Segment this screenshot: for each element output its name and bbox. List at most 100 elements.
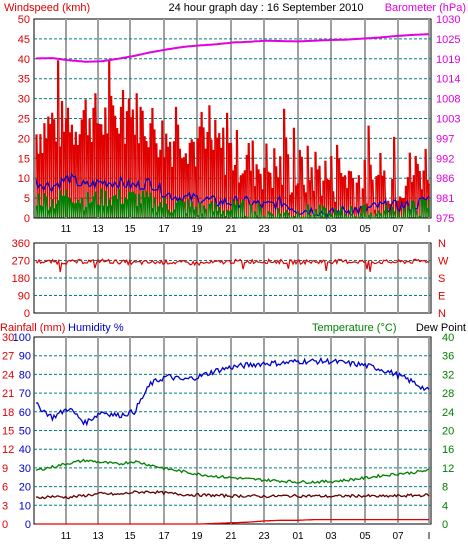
panel1-x-tick-21: 21 [225,224,237,235]
rainfall-tick-15: 15 [2,426,14,438]
temperature-tick-4: 4 [442,500,448,512]
series-direction [35,257,430,273]
rainfall-tick-9: 9 [2,463,8,475]
humidity-tick-60: 60 [19,407,31,419]
panel3-x-tick-I: I [428,531,431,542]
humidity-axis-title: Humidity % [68,322,124,334]
temperature-tick-24: 24 [442,407,454,419]
panel1-x-tick-23: 23 [258,224,270,235]
rainfall-tick-24: 24 [2,369,14,381]
temperature-tick-8: 8 [442,482,448,494]
barometer-tick-1019: 1019 [436,54,460,66]
temperature-tick-32: 32 [442,369,454,381]
windspeed-tick-0: 0 [24,213,30,225]
humidity-tick-80: 80 [19,369,31,381]
barometer-tick-1025: 1025 [436,34,460,46]
humidity-tick-50: 50 [19,426,31,438]
rainfall-tick-3: 3 [2,500,8,512]
panel1-x-tick-11: 11 [61,224,72,235]
panel3-x-tick-21: 21 [225,531,237,542]
series-temperature [35,458,430,485]
windspeed-tick-40: 40 [18,54,30,66]
barometer-tick-981: 981 [436,193,454,205]
series-barometer [36,33,430,63]
humidity-tick-10: 10 [19,500,31,512]
panel3-x-tick-15: 15 [124,531,136,542]
panel1-x-tick-03: 03 [325,224,337,235]
compass-tick-3: E [438,291,445,303]
panel1-x-tick-05: 05 [359,224,371,235]
temperature-tick-20: 20 [442,426,454,438]
windspeed-axis-title: Windspeed (kmh) [4,2,90,14]
humidity-tick-40: 40 [19,444,31,456]
barometer-tick-992: 992 [436,153,454,165]
compass-tick-0: N [438,238,446,250]
barometer-tick-975: 975 [436,213,454,225]
windspeed-tick-50: 50 [18,14,30,26]
direction-tick-360: 360 [12,238,30,250]
dewpoint-axis-title: Dew Point [416,322,466,334]
rainfall-tick-21: 21 [2,388,14,400]
barometer-tick-986: 986 [436,173,454,185]
panel1-x-tick-01: 01 [292,224,304,235]
rainfall-tick-30: 30 [2,332,14,344]
compass-tick-4: N [438,308,446,320]
windspeed-tick-5: 5 [24,193,30,205]
barometer-tick-1014: 1014 [436,74,460,86]
windspeed-tick-10: 10 [18,173,30,185]
panel1-x-tick-I: I [428,224,431,235]
rainfall-tick-18: 18 [2,407,14,419]
temperature-axis-title: Temperature (°C) [312,322,396,334]
temperature-tick-28: 28 [442,388,454,400]
graph-title: 24 hour graph day : 16 September 2010 [168,2,363,14]
humidity-tick-0: 0 [25,519,31,531]
panel3-x-tick-19: 19 [191,531,203,542]
windspeed-tick-15: 15 [18,153,30,165]
panel3-x-tick-13: 13 [92,531,104,542]
series-dew_point [35,489,430,500]
panel3-x-tick-01: 01 [292,531,304,542]
temperature-tick-12: 12 [442,463,454,475]
compass-tick-2: S [438,273,445,285]
rainfall-tick-12: 12 [2,444,14,456]
series-wind_green [35,188,430,220]
panel1-x-tick-07: 07 [392,224,404,235]
panel3-x-tick-23: 23 [258,531,270,542]
rainfall-tick-27: 27 [2,351,14,363]
temperature-tick-16: 16 [442,444,454,456]
humidity-tick-20: 20 [19,482,31,494]
windspeed-tick-35: 35 [18,74,30,86]
wind-barometer-panel: 5045403530252015105010301025101910141008… [18,14,461,235]
panel1-x-tick-17: 17 [158,224,170,235]
humidity-tick-90: 90 [19,351,31,363]
series-wind_gust [35,60,430,218]
barometer-axis-title: Barometer (hPa) [385,2,466,14]
temp-humidity-panel: 1009080706050403020100302724211815129630… [2,332,454,542]
humidity-tick-70: 70 [19,388,31,400]
temperature-tick-36: 36 [442,351,454,363]
windspeed-tick-25: 25 [18,114,30,126]
barometer-tick-1003: 1003 [436,114,460,126]
humidity-tick-100: 100 [13,332,31,344]
windspeed-tick-20: 20 [18,133,30,145]
rainfall-tick-6: 6 [2,482,8,494]
temperature-tick-40: 40 [442,332,454,344]
direction-tick-270: 270 [12,256,30,268]
humidity-tick-30: 30 [19,463,31,475]
barometer-tick-997: 997 [436,133,454,145]
rainfall-tick-0: 0 [2,519,8,531]
windspeed-tick-30: 30 [18,94,30,106]
windspeed-tick-45: 45 [18,34,30,46]
direction-tick-180: 180 [12,273,30,285]
panel3-x-tick-11: 11 [61,531,72,542]
compass-tick-1: W [438,256,449,268]
panel1-x-tick-13: 13 [92,224,104,235]
series-rainfall [36,518,429,525]
direction-tick-0: 0 [24,308,30,320]
barometer-tick-1030: 1030 [436,14,460,26]
panel1-x-tick-15: 15 [124,224,136,235]
panel3-x-tick-07: 07 [392,531,404,542]
panel3-x-tick-05: 05 [359,531,371,542]
